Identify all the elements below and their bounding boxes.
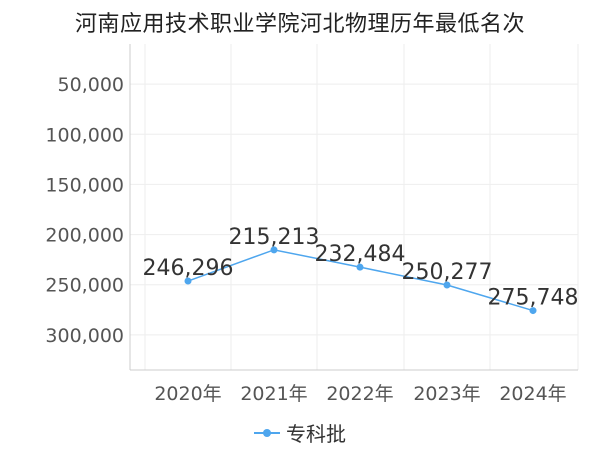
data-label: 275,748 bbox=[488, 286, 579, 311]
series-layer bbox=[184, 246, 537, 315]
x-tick-label: 2024年 bbox=[499, 383, 566, 405]
y-tick-label: 300,000 bbox=[45, 325, 124, 347]
data-point bbox=[443, 281, 451, 289]
x-tick-label: 2022年 bbox=[326, 383, 393, 405]
data-label: 246,296 bbox=[143, 256, 234, 281]
chart-title: 河南应用技术职业学院河北物理历年最低名次 bbox=[74, 12, 525, 37]
data-label: 250,277 bbox=[402, 260, 493, 285]
y-tick-label: 50,000 bbox=[58, 74, 124, 96]
x-tick-label: 2023年 bbox=[413, 383, 480, 405]
legend-label: 专科批 bbox=[286, 422, 346, 446]
y-tick-label: 250,000 bbox=[45, 275, 124, 297]
x-tick-label: 2021年 bbox=[240, 383, 307, 405]
x-tick-label: 2020年 bbox=[154, 383, 221, 405]
data-label: 232,484 bbox=[315, 242, 406, 267]
grid-layer bbox=[129, 44, 579, 370]
legend-marker-icon bbox=[254, 427, 280, 439]
data-point bbox=[184, 277, 192, 285]
data-point bbox=[270, 246, 278, 254]
data-label: 215,213 bbox=[229, 225, 320, 250]
y-tick-label: 100,000 bbox=[45, 124, 124, 146]
axis-layer: 50,000 100,000 150,000 200,000 250,000 300,00… bbox=[45, 44, 578, 405]
data-point bbox=[356, 263, 364, 271]
data-point bbox=[529, 307, 537, 315]
y-tick-label: 150,000 bbox=[45, 174, 124, 196]
legend[interactable]: 专科批 bbox=[0, 418, 600, 447]
y-tick-label: 200,000 bbox=[45, 225, 124, 247]
